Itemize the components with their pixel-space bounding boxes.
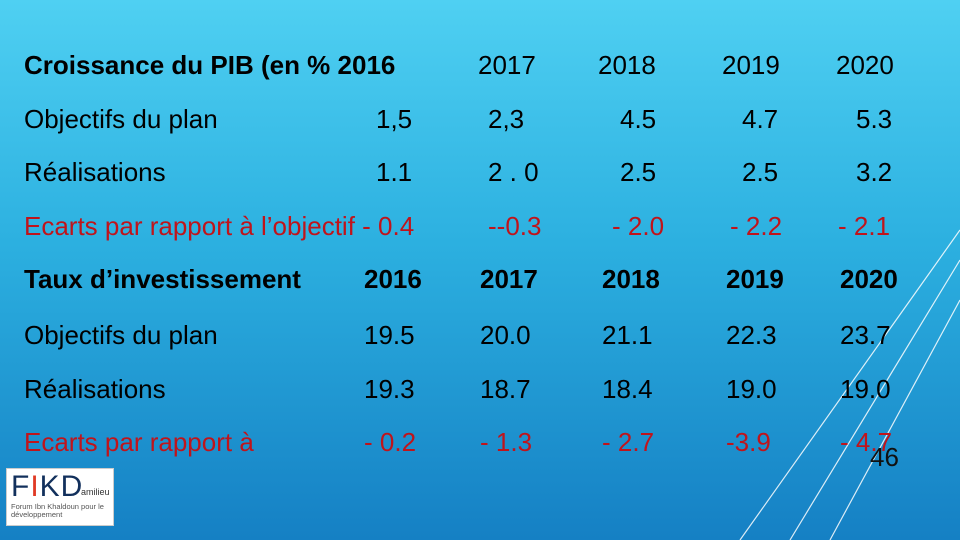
pib-objectifs-value: 4.7 <box>742 104 779 134</box>
pib-objectifs-value: 1,5 <box>376 104 413 134</box>
invest-year-2016: 2016 <box>364 264 422 294</box>
invest-year-2020: 2020 <box>840 264 898 294</box>
invest-ecarts-value: - 0.2 <box>364 427 417 457</box>
pib-year-2020: 2020 <box>836 50 894 80</box>
invest-ecarts-label: Ecarts par rapport à <box>24 427 254 457</box>
invest-realisations-value: 19.0 <box>840 374 891 404</box>
invest-objectifs-value: 23.7 <box>840 320 891 350</box>
pib-objectifs-value: 5.3 <box>856 104 893 134</box>
invest-ecarts-value: -3.9 <box>726 427 771 457</box>
pib-header-row: Croissance du PIB (en % 2016 2017 2018 2… <box>0 45 960 85</box>
pib-ecarts-value: - 2.0 <box>612 211 665 241</box>
invest-ecarts-row: Ecarts par rapport à - 0.2 - 1.3 - 2.7 -… <box>0 422 960 462</box>
pib-objectifs-label: Objectifs du plan <box>24 104 218 134</box>
invest-realisations-row: Réalisations 19.3 18.7 18.4 19.0 19.0 <box>0 369 960 409</box>
invest-objectifs-row: Objectifs du plan 19.5 20.0 21.1 22.3 23… <box>0 315 960 355</box>
pib-ecarts-label: Ecarts par rapport à l’objectif - 0.4 <box>24 211 415 241</box>
invest-ecarts-value: - 4.7 <box>840 427 893 457</box>
invest-year-2017: 2017 <box>480 264 538 294</box>
pib-realisations-row: Réalisations 1.1 2 . 0 2.5 2.5 3.2 <box>0 152 960 192</box>
invest-realisations-value: 18.7 <box>480 374 531 404</box>
invest-ecarts-value: - 1.3 <box>480 427 533 457</box>
logo-mark-accent: I <box>30 470 40 503</box>
logo-mark: FIKD <box>11 471 83 503</box>
invest-ecarts-value: - 2.7 <box>602 427 655 457</box>
fikd-logo: FIKD amilieu Forum Ibn Khaldoun pour le … <box>6 468 114 526</box>
pib-realisations-value: 2.5 <box>742 157 779 187</box>
invest-header-label: Taux d’investissement <box>24 264 301 294</box>
invest-objectifs-value: 20.0 <box>480 320 531 350</box>
invest-header-row: Taux d’investissement 2016 2017 2018 201… <box>0 259 960 299</box>
logo-mark-right: KD <box>39 470 84 503</box>
invest-realisations-label: Réalisations <box>24 374 166 404</box>
pib-header-label: Croissance du PIB (en % 2016 <box>24 50 396 80</box>
pib-ecarts-value: - 2.1 <box>838 211 891 241</box>
page-number: 46 <box>870 442 899 472</box>
pib-ecarts-row: Ecarts par rapport à l’objectif - 0.4 --… <box>0 206 960 246</box>
pib-realisations-value: 3.2 <box>856 157 893 187</box>
invest-objectifs-value: 19.5 <box>364 320 415 350</box>
pib-year-2019: 2019 <box>722 50 780 80</box>
pib-ecarts-value: - 2.2 <box>730 211 783 241</box>
invest-realisations-value: 18.4 <box>602 374 653 404</box>
pib-year-2018: 2018 <box>598 50 656 80</box>
pib-realisations-value: 2.5 <box>620 157 657 187</box>
invest-objectifs-value: 21.1 <box>602 320 653 350</box>
pib-ecarts-value: --0.3 <box>488 211 542 241</box>
invest-realisations-value: 19.0 <box>726 374 777 404</box>
logo-subtitle: Forum Ibn Khaldoun pour le développement <box>11 502 104 519</box>
pib-realisations-label: Réalisations <box>24 157 166 187</box>
invest-objectifs-label: Objectifs du plan <box>24 320 218 350</box>
invest-year-2019: 2019 <box>726 264 784 294</box>
pib-year-2017: 2017 <box>478 50 536 80</box>
logo-mark-left: F <box>11 470 31 503</box>
pib-objectifs-row: Objectifs du plan 1,5 2,3 4.5 4.7 5.3 <box>0 99 960 139</box>
pib-realisations-value: 2 . 0 <box>488 157 539 187</box>
pib-objectifs-value: 4.5 <box>620 104 657 134</box>
pib-realisations-value: 1.1 <box>376 157 413 187</box>
invest-objectifs-value: 22.3 <box>726 320 777 350</box>
invest-year-2018: 2018 <box>602 264 660 294</box>
logo-small-text: amilieu <box>81 487 110 497</box>
invest-realisations-value: 19.3 <box>364 374 415 404</box>
pib-objectifs-value: 2,3 <box>488 104 525 134</box>
